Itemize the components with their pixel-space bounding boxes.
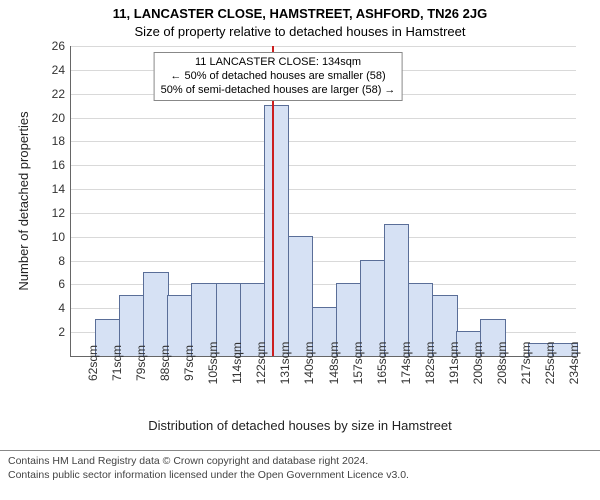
gridline	[71, 118, 576, 119]
x-tick-label: 217sqm	[519, 342, 533, 385]
x-tick-label: 234sqm	[567, 342, 581, 385]
x-tick-label: 174sqm	[399, 342, 413, 385]
x-tick-label: 148sqm	[327, 342, 341, 385]
y-tick-label: 16	[52, 158, 65, 172]
y-tick-label: 22	[52, 87, 65, 101]
footer: Contains HM Land Registry data © Crown c…	[0, 450, 600, 482]
x-axis-label: Distribution of detached houses by size …	[0, 418, 600, 433]
x-tick-label: 131sqm	[278, 342, 292, 385]
histogram-bar	[264, 105, 290, 356]
gridline	[71, 141, 576, 142]
y-tick-label: 10	[52, 230, 65, 244]
plot-area: 2468101214161820222426 11 LANCASTER CLOS…	[70, 46, 576, 357]
gridline	[71, 189, 576, 190]
x-tick-label: 79sqm	[134, 345, 148, 381]
gridline	[71, 46, 576, 47]
x-tick-label: 122sqm	[254, 342, 268, 385]
chart-subtitle: Size of property relative to detached ho…	[0, 24, 600, 39]
y-tick-label: 8	[58, 254, 65, 268]
histogram-bar	[288, 236, 314, 356]
y-tick-label: 6	[58, 277, 65, 291]
footer-line1: Contains HM Land Registry data © Crown c…	[8, 455, 592, 469]
gridline	[71, 213, 576, 214]
x-tick-label: 157sqm	[351, 342, 365, 385]
x-tick-label: 114sqm	[230, 342, 244, 384]
histogram-bar	[384, 224, 410, 356]
x-tick-label: 140sqm	[302, 342, 316, 385]
gridline	[71, 237, 576, 238]
x-tick-label: 191sqm	[447, 342, 461, 385]
gridline	[71, 165, 576, 166]
y-tick-label: 4	[58, 301, 65, 315]
y-tick-label: 20	[52, 111, 65, 125]
y-tick-label: 12	[52, 206, 65, 220]
histogram-bar	[143, 272, 169, 356]
annotation-line2: ← 50% of detached houses are smaller (58…	[161, 70, 396, 84]
x-tick-label: 182sqm	[423, 342, 437, 385]
y-tick-label: 26	[52, 39, 65, 53]
annotation-line3: 50% of semi-detached houses are larger (…	[161, 84, 396, 98]
y-tick-label: 18	[52, 134, 65, 148]
annotation-line1: 11 LANCASTER CLOSE: 134sqm	[161, 56, 396, 70]
gridline	[71, 261, 576, 262]
y-tick-label: 24	[52, 63, 65, 77]
x-tick-label: 208sqm	[495, 342, 509, 385]
x-tick-label: 105sqm	[206, 342, 220, 385]
chart-title-line1: 11, LANCASTER CLOSE, HAMSTREET, ASHFORD,…	[0, 6, 600, 21]
x-tick-label: 200sqm	[471, 342, 485, 385]
y-tick-label: 14	[52, 182, 65, 196]
x-tick-label: 165sqm	[375, 342, 389, 385]
x-tick-label: 225sqm	[543, 342, 557, 385]
x-tick-label: 71sqm	[110, 345, 124, 381]
y-tick-label: 2	[58, 325, 65, 339]
x-tick-label: 88sqm	[158, 345, 172, 381]
x-tick-label: 62sqm	[86, 345, 100, 381]
footer-line2: Contains public sector information licen…	[8, 469, 592, 483]
y-axis-label: Number of detached properties	[16, 111, 31, 290]
annotation-box: 11 LANCASTER CLOSE: 134sqm ← 50% of deta…	[154, 52, 403, 101]
x-tick-label: 97sqm	[182, 345, 196, 381]
